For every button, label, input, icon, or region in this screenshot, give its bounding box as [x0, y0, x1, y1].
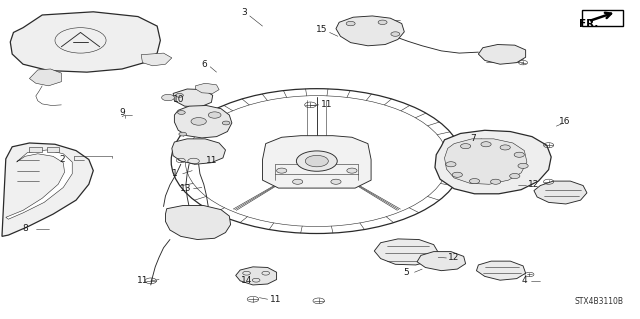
Polygon shape — [2, 143, 93, 236]
Text: 10: 10 — [172, 95, 184, 104]
Circle shape — [296, 151, 337, 171]
Circle shape — [162, 94, 174, 101]
Circle shape — [292, 179, 303, 184]
Text: 16: 16 — [559, 117, 570, 126]
Text: 9: 9 — [119, 108, 125, 117]
Polygon shape — [262, 136, 371, 188]
Text: 5: 5 — [403, 268, 409, 277]
Text: 14: 14 — [241, 276, 252, 285]
Polygon shape — [236, 267, 276, 285]
Polygon shape — [141, 53, 172, 66]
Polygon shape — [172, 139, 225, 164]
Polygon shape — [29, 69, 61, 86]
Polygon shape — [445, 139, 527, 184]
Text: 13: 13 — [180, 184, 191, 193]
Polygon shape — [47, 147, 60, 152]
Circle shape — [490, 179, 500, 184]
Text: 4: 4 — [522, 276, 527, 285]
Circle shape — [222, 121, 230, 125]
Circle shape — [509, 174, 520, 179]
Text: STX4B3110B: STX4B3110B — [574, 297, 623, 306]
Polygon shape — [336, 16, 404, 46]
Text: 7: 7 — [470, 134, 476, 143]
Polygon shape — [195, 83, 219, 93]
Text: 11: 11 — [269, 295, 281, 304]
Polygon shape — [435, 130, 551, 194]
Circle shape — [500, 145, 510, 150]
Polygon shape — [476, 261, 525, 280]
Circle shape — [346, 21, 355, 26]
Text: 11: 11 — [138, 276, 149, 285]
Circle shape — [276, 168, 287, 173]
Circle shape — [191, 118, 206, 125]
Circle shape — [518, 163, 528, 168]
Text: 8: 8 — [22, 224, 28, 233]
Text: FR.: FR. — [579, 19, 598, 29]
Polygon shape — [166, 205, 230, 240]
Polygon shape — [173, 89, 212, 107]
Circle shape — [378, 20, 387, 25]
Polygon shape — [174, 106, 232, 138]
Polygon shape — [374, 239, 438, 265]
Text: 1: 1 — [172, 169, 177, 178]
Circle shape — [446, 162, 456, 167]
Circle shape — [179, 132, 186, 136]
Circle shape — [208, 112, 221, 118]
Circle shape — [452, 172, 463, 177]
Text: 3: 3 — [242, 8, 248, 17]
Text: 15: 15 — [316, 26, 327, 34]
Polygon shape — [29, 147, 42, 152]
Polygon shape — [478, 45, 525, 64]
Text: 2: 2 — [59, 155, 65, 164]
Polygon shape — [10, 12, 161, 72]
Circle shape — [177, 111, 185, 115]
Circle shape — [461, 144, 470, 149]
Circle shape — [347, 168, 357, 173]
Text: 12: 12 — [449, 254, 460, 263]
Polygon shape — [6, 150, 72, 219]
Circle shape — [481, 142, 491, 147]
Text: 6: 6 — [201, 60, 207, 69]
Text: 11: 11 — [205, 156, 217, 165]
Text: 12: 12 — [528, 181, 540, 189]
Polygon shape — [417, 252, 466, 271]
Circle shape — [391, 32, 400, 36]
Circle shape — [175, 93, 183, 97]
Circle shape — [305, 155, 328, 167]
Text: 11: 11 — [321, 100, 332, 109]
Circle shape — [514, 152, 524, 157]
Polygon shape — [534, 181, 587, 204]
Circle shape — [469, 179, 479, 184]
Circle shape — [331, 179, 341, 184]
